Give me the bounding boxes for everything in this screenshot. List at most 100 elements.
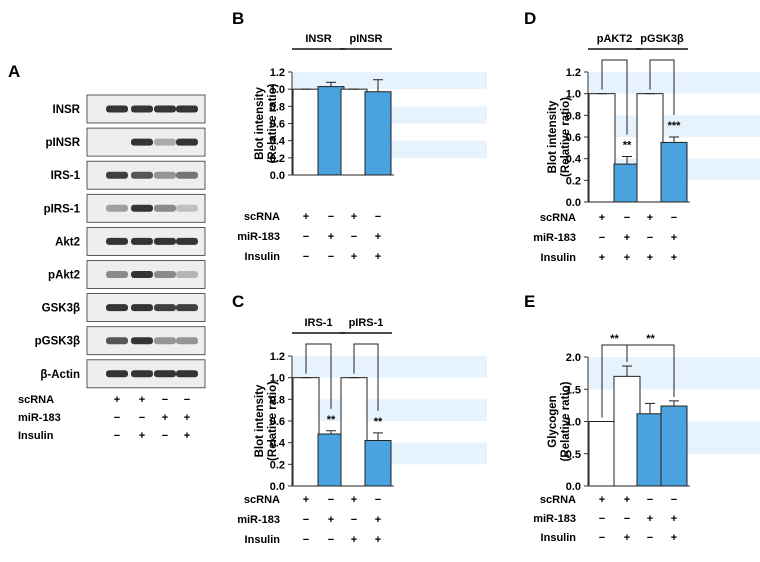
condition-sign: − [139,412,145,424]
condition-label: Insulin [18,430,54,442]
blot-row-3: pIRS-1 [44,193,206,223]
blot-row-label: pIRS-1 [44,203,81,215]
blot-band [154,138,176,146]
condition-sign: − [671,494,677,506]
condition-sign: + [375,514,381,526]
condition-sign: + [351,251,357,263]
blot-row-label: INSR [53,104,81,116]
condition-label: Insulin [541,252,577,264]
blot-band [176,370,198,378]
condition-sign: − [599,513,605,525]
y-tick-label: 0.4 [270,438,286,450]
condition-sign: + [647,513,653,525]
y-axis-label-line: Blot intensity [254,384,266,457]
condition-sign: − [303,231,309,243]
condition-sign: − [671,212,677,224]
y-tick-label: 0.8 [270,394,285,406]
blot-row-label: GSK3β [42,303,80,315]
y-tick-label: 0.0 [566,481,581,493]
blot-band [131,337,153,345]
panel-d-chart: D 0.0 0.2 0.4 0.6 0.8 1.0 1.2 Blot intensity(Rel… [524,9,760,264]
panel-letter: E [524,292,535,311]
y-axis-label: Blot intensity(Relative ratio) [547,97,572,177]
panel-letter: C [232,292,244,311]
y-tick-label: 0.0 [270,170,285,182]
blot-band [106,204,128,212]
condition-row: Insulin + + + + [541,252,678,264]
condition-sign: + [351,534,357,546]
condition-sign: − [328,211,334,223]
y-tick-label: 0.0 [566,197,581,209]
bar [292,88,320,176]
group-header: pGSK3β [640,33,684,45]
blot-band [176,138,198,146]
y-axis-label: Blot intensity(Relative ratio) [254,381,279,461]
significance-bracket [649,59,675,115]
condition-label: scRNA [540,212,576,224]
blot-band [131,204,153,212]
condition-sign: − [303,534,309,546]
significance-bracket [601,59,628,135]
condition-sign: + [328,514,334,526]
bar [613,375,641,487]
blot-condition-1: miR-183 − − + + [18,412,190,424]
blot-row-label: Akt2 [55,236,80,248]
condition-sign: + [647,252,653,264]
y-axis-label-line: (Relative ratio) [267,381,279,461]
y-tick-label: 0.2 [270,459,285,471]
condition-sign: + [375,251,381,263]
blot-band [131,271,153,278]
blot-band [176,204,198,212]
blot-band [176,304,198,312]
y-axis-label: Blot intensity(Relative ratio) [254,83,279,163]
y-tick-label: 2.0 [566,352,581,364]
significance-bracket [353,343,379,411]
significance-label: ** [327,414,336,426]
condition-sign: − [351,514,357,526]
grid-band [292,399,487,421]
y-tick-label: 0.0 [270,481,285,493]
condition-label: miR-183 [18,412,61,424]
condition-sign: + [599,252,605,264]
condition-sign: + [139,430,145,442]
condition-row: miR-183 − − + + [533,513,677,525]
bar [636,93,664,203]
condition-sign: + [114,394,120,406]
y-axis-label-line: Glycogen [547,395,559,447]
condition-sign: − [599,232,605,244]
blot-row-label: β-Actin [40,369,80,381]
bar [340,377,368,487]
bar [588,93,616,203]
blot-band [106,171,128,179]
y-tick-label: 0.5 [566,449,581,461]
blot-band [154,237,176,245]
condition-sign: + [351,494,357,506]
condition-sign: + [351,211,357,223]
blot-band [154,105,176,113]
blot-band [176,271,198,278]
condition-row: scRNA + − + − [244,494,381,506]
group-header: pIRS-1 [349,317,384,329]
condition-label: miR-183 [533,232,576,244]
panel-a-western-blot: A INSR pINSR IRS-1 pIRS-1 Akt2 pAkt2 GSK3β pGSK3… [8,62,206,442]
condition-label: Insulin [245,251,281,263]
y-tick-label: 1.2 [270,351,285,363]
y-tick-label: 0.6 [270,416,285,428]
condition-sign: + [303,494,309,506]
y-axis-label: Glycogen(Relative ratio) [547,381,572,461]
blot-row-2: IRS-1 [51,160,206,190]
panel-e-chart: E 0.0 0.5 1.0 1.5 2.0 Glycogen(Relative ratio)… [524,292,760,544]
y-tick-label: 0.6 [566,132,581,144]
significance-label: ** [623,140,632,152]
blot-row-7: pGSK3β [35,326,206,356]
condition-sign: − [114,412,120,424]
y-tick-label: 1.2 [270,67,285,79]
bar [660,405,688,487]
condition-row: scRNA + − + − [540,212,677,224]
condition-sign: + [624,494,630,506]
y-tick-label: 1.5 [566,384,581,396]
blot-band [176,171,198,179]
condition-label: miR-183 [237,231,280,243]
group-header: IRS-1 [304,317,332,329]
blot-row-0: INSR [53,94,206,124]
